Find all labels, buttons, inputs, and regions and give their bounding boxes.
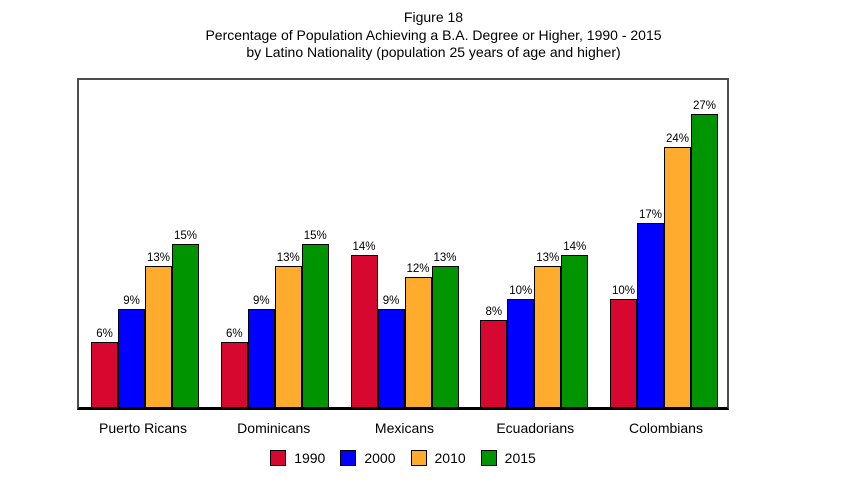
bar-2000-ecuadorians [507,299,535,407]
bar-1990-ecuadorians [480,320,508,407]
bar-wrap-2010-colombians: 24% [664,132,691,407]
legend-swatch-2010 [410,450,427,466]
category-label-mexicans: Mexicans [374,420,435,436]
legend-item-2000: 2000 [340,450,396,466]
bar-value-label: 24% [665,133,690,145]
bar-value-label: 14% [352,241,376,253]
bar-group-colombians: 10% 17% 24% 27% [610,99,718,407]
category-label-colombians: Colombians [629,420,703,436]
bar-value-label: 15% [173,230,198,242]
bar-2015-mexicans [431,266,459,407]
bar-wrap-2000-colombians: 17% [637,208,664,407]
bar-wrap-2015-colombians: 27% [691,99,718,407]
bar-1990-colombians [610,299,637,407]
bar-value-label: 6% [225,328,243,340]
bar-group-ecuadorians: 8% 10% 13% 14% [480,240,589,407]
bar-2000-puerto-ricans [118,309,145,407]
legend-label-2000: 2000 [364,450,396,466]
bar-1990-mexicans [350,255,378,407]
bar-2015-ecuadorians [561,255,589,407]
bar-wrap-2015-ecuadorians: 14% [561,240,589,407]
legend-label-2015: 2015 [504,450,536,466]
bar-wrap-1990-ecuadorians: 8% [480,305,508,407]
bar-value-label: 15% [303,230,327,242]
bar-wrap-1990-puerto-ricans: 6% [91,327,118,407]
bar-value-label: 13% [276,252,300,264]
bar-wrap-2015-mexicans: 13% [431,251,459,407]
legend-swatch-2015 [480,450,497,466]
bar-value-label: 8% [485,306,503,318]
bar-wrap-1990-mexicans: 14% [350,240,378,407]
bar-value-label: 10% [509,285,533,297]
bar-2010-mexicans [404,277,432,407]
category-label-ecuadorians: Ecuadorians [496,420,575,436]
category-label-puerto-ricans: Puerto Ricans [99,420,187,436]
legend-label-1990: 1990 [294,450,326,466]
bar-value-label: 13% [146,252,171,264]
bar-wrap-2010-ecuadorians: 13% [534,251,562,407]
bar-value-label: 6% [96,328,113,340]
bar-value-label: 10% [611,285,636,297]
bar-wrap-1990-dominicans: 6% [220,327,248,407]
bar-wrap-2010-puerto-ricans: 13% [145,251,172,407]
legend-swatch-2000 [340,450,357,466]
bar-2010-dominicans [274,266,302,407]
bar-group-mexicans: 14% 9% 12% 13% [350,240,459,407]
bar-value-label: 9% [252,295,270,307]
bar-group-puerto-ricans: 6% 9% 13% 15% [91,229,199,407]
category-axis: Puerto Ricans Dominicans Mexicans Ecuadoria… [77,420,729,436]
bar-2010-ecuadorians [534,266,562,407]
figure-subtitle: by Latino Nationality (population 25 yea… [246,44,621,60]
bar-2010-puerto-ricans [145,266,172,407]
bar-1990-puerto-ricans [91,342,118,407]
bar-2000-dominicans [247,309,275,407]
bar-group-dominicans: 6% 9% 13% 15% [220,229,329,407]
bar-wrap-2000-puerto-ricans: 9% [118,294,145,407]
bar-value-label: 13% [536,252,560,264]
bar-1990-dominicans [220,342,248,407]
bar-wrap-2015-puerto-ricans: 15% [172,229,199,407]
legend-item-2015: 2015 [480,450,536,466]
bar-value-label: 13% [433,252,457,264]
legend-item-1990: 1990 [270,450,325,466]
bar-wrap-2015-dominicans: 15% [301,229,329,407]
bar-2015-dominicans [301,244,329,407]
bar-value-label: 14% [563,241,587,253]
category-label-dominicans: Dominicans [237,420,311,436]
legend-label-2010: 2010 [434,450,466,466]
bar-value-label: 12% [406,263,430,275]
legend: 1990 2000 2010 2015 [77,450,729,466]
bar-wrap-2000-ecuadorians: 10% [507,284,535,407]
plot-area: 6% 9% 13% 15% 6% 9% 13% 15% 14% 9% 12% 13% 8% 10% 13% 1… [77,78,729,410]
bar-wrap-2010-mexicans: 12% [404,262,432,407]
bar-2015-colombians [691,114,718,407]
figure-title: Percentage of Population Achieving a B.A… [205,26,662,43]
bar-value-label: 9% [123,295,140,307]
figure-titles: Figure 18 Percentage of Population Achie… [0,9,867,62]
bar-value-label: 27% [692,100,717,112]
bar-wrap-2000-mexicans: 9% [377,294,405,407]
bar-2000-mexicans [377,309,405,407]
bar-2000-colombians [637,223,664,407]
bar-value-label: 9% [382,295,400,307]
legend-item-2010: 2010 [410,450,466,466]
legend-swatch-1990 [270,450,287,466]
bar-wrap-1990-colombians: 10% [610,284,637,407]
bar-value-label: 17% [638,209,663,221]
bar-wrap-2010-dominicans: 13% [274,251,302,407]
bar-wrap-2000-dominicans: 9% [247,294,275,407]
figure-number: Figure 18 [403,9,464,25]
bar-2015-puerto-ricans [172,244,199,407]
bar-2010-colombians [664,147,691,407]
